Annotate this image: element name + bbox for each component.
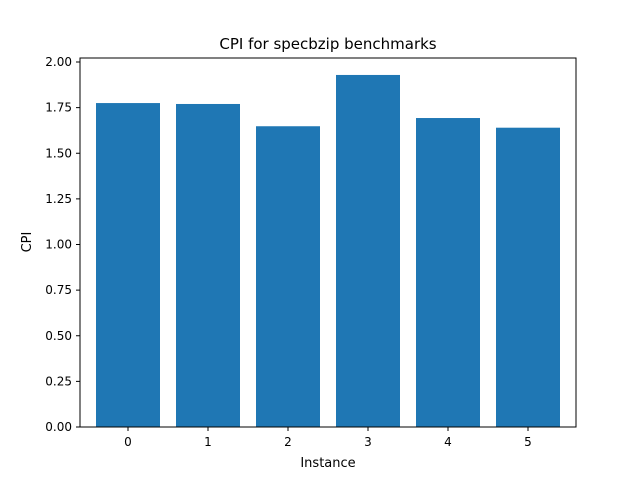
x-tick-label: 4 (444, 435, 452, 449)
y-tick-label: 1.00 (45, 238, 72, 252)
bars-group (96, 74, 560, 428)
y-tick-label: 1.50 (45, 146, 72, 160)
y-axis-label: CPI (20, 232, 35, 253)
y-tick-label: 1.75 (45, 101, 72, 115)
bar-1 (176, 103, 240, 427)
x-tick-label: 5 (524, 435, 532, 449)
chart-title: CPI for specbzip benchmarks (219, 35, 436, 53)
bar-5 (496, 127, 560, 427)
bar-4 (416, 118, 480, 427)
bar-2 (256, 126, 320, 428)
x-axis-ticks: 0 1 2 3 4 5 (124, 427, 532, 449)
y-tick-label: 0.75 (45, 283, 72, 297)
y-tick-label: 0.25 (45, 374, 72, 388)
x-axis-label: Instance (300, 456, 355, 471)
y-tick-label: 0.50 (45, 329, 72, 343)
x-tick-label: 2 (284, 435, 292, 449)
y-tick-label: 1.25 (45, 192, 72, 206)
plot-frame (79, 57, 577, 428)
x-tick-label: 0 (124, 435, 132, 449)
y-tick-label: 0.00 (45, 420, 72, 434)
y-axis-ticks: 0.00 0.25 0.50 0.75 1.00 1.25 1.50 1.75 2.00 (45, 55, 80, 434)
x-tick-label: 1 (204, 435, 212, 449)
bar-3 (336, 74, 400, 428)
bar-0 (96, 103, 160, 427)
x-tick-label: 3 (364, 435, 372, 449)
y-tick-label: 2.00 (45, 55, 72, 69)
